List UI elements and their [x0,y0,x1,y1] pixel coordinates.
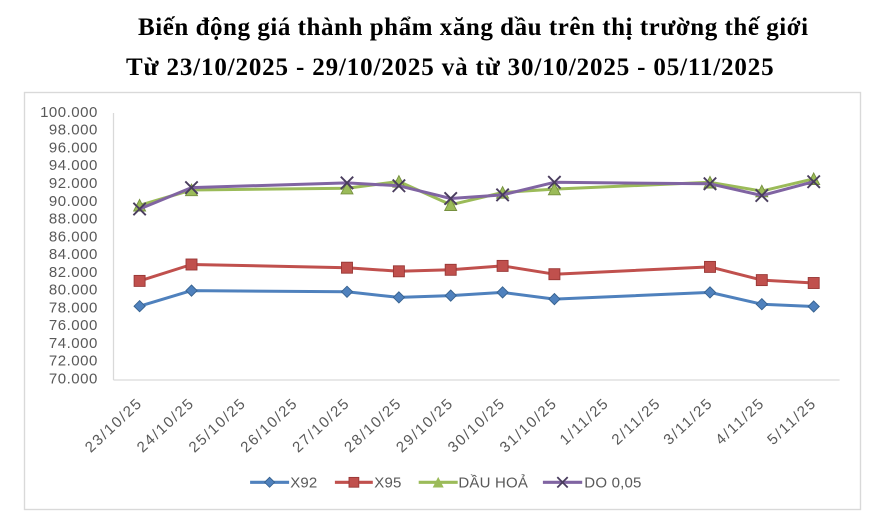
svg-text:DO 0,05: DO 0,05 [584,475,641,492]
svg-text:80.000: 80.000 [49,282,98,299]
svg-text:86.000: 86.000 [49,228,98,245]
svg-text:90.000: 90.000 [49,193,98,210]
svg-text:78.000: 78.000 [49,299,98,316]
svg-text:100.000: 100.000 [40,104,98,121]
svg-text:92.000: 92.000 [49,175,98,192]
svg-text:70.000: 70.000 [49,370,98,387]
svg-text:82.000: 82.000 [49,264,98,281]
svg-text:DẦU HOẢ: DẦU HOẢ [458,475,528,492]
svg-text:76.000: 76.000 [49,317,98,334]
svg-text:84.000: 84.000 [49,246,98,263]
svg-text:5/11/25: 5/11/25 [764,395,820,449]
svg-text:72.000: 72.000 [49,353,98,370]
svg-text:74.000: 74.000 [49,335,98,352]
svg-text:3/11/25: 3/11/25 [660,395,716,449]
svg-text:88.000: 88.000 [49,211,98,228]
svg-text:2/11/25: 2/11/25 [609,395,665,449]
svg-text:98.000: 98.000 [49,122,98,139]
svg-text:X92: X92 [290,475,317,492]
svg-text:X95: X95 [374,475,401,492]
svg-text:1/11/25: 1/11/25 [557,395,613,449]
svg-text:4/11/25: 4/11/25 [712,395,768,449]
svg-text:96.000: 96.000 [49,139,98,156]
svg-text:31/10/25: 31/10/25 [497,395,561,457]
svg-text:94.000: 94.000 [49,157,98,174]
